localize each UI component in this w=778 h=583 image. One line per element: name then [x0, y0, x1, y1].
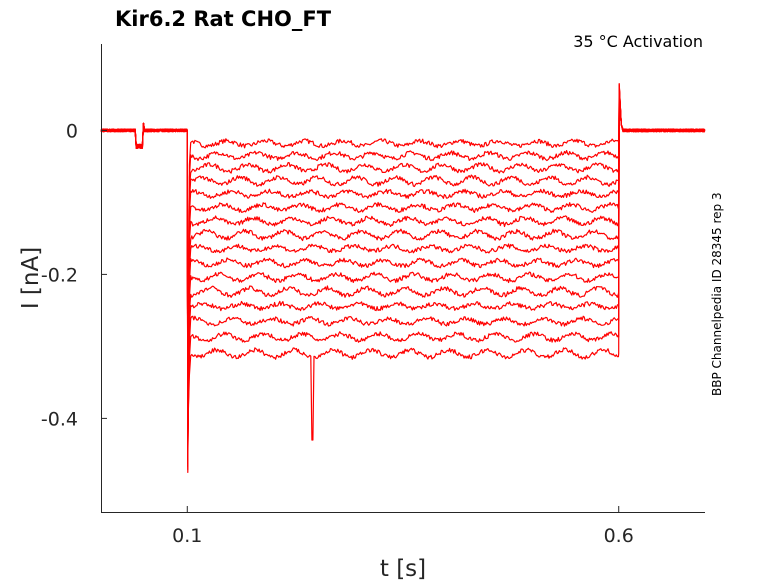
current-trace	[100, 86, 706, 459]
current-trace	[100, 84, 706, 468]
x-axis-label: t [s]	[380, 556, 426, 582]
current-trace	[100, 87, 705, 456]
current-trace	[100, 88, 705, 450]
traces	[100, 82, 706, 473]
current-trace	[100, 85, 706, 462]
y-tick-label: 0	[66, 120, 78, 142]
current-trace	[100, 90, 705, 442]
current-trace	[100, 91, 706, 439]
side-label: BBP Channelpedia ID 28345 rep 3	[710, 192, 724, 396]
y-ticks: 0 -0.2 -0.4	[41, 120, 107, 430]
current-trace	[100, 93, 705, 441]
y-tick-label: -0.2	[41, 264, 78, 286]
chart-annotation: 35 °C Activation	[573, 32, 703, 51]
current-trace	[100, 92, 706, 436]
current-trace	[100, 85, 706, 465]
current-trace	[100, 82, 706, 473]
current-trace	[100, 93, 705, 433]
x-tick-label: 0.1	[172, 525, 202, 547]
current-trace	[100, 90, 706, 445]
current-trace	[100, 87, 706, 453]
y-tick-label: -0.4	[41, 408, 78, 430]
chart-title: Kir6.2 Rat CHO_FT	[115, 7, 332, 31]
x-ticks: 0.1 0.6	[172, 506, 634, 547]
current-trace	[100, 83, 706, 471]
y-axis-label: I [nA]	[18, 247, 44, 309]
x-tick-label: 0.6	[604, 525, 634, 547]
current-trace	[100, 89, 706, 448]
